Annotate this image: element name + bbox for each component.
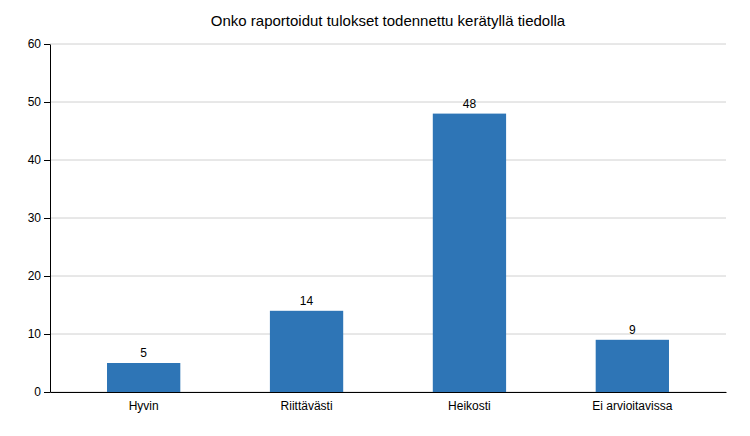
grid-line (50, 160, 726, 161)
y-tick-mark (44, 218, 50, 219)
title: Onko raportoidut tulokset todennettu ker… (211, 12, 566, 29)
grid-line (50, 276, 726, 277)
y-tick: 20 (28, 269, 50, 283)
data-label: 14 (300, 294, 314, 308)
grid-line (50, 44, 726, 45)
y-tick: 50 (28, 95, 50, 109)
y-tick-label: 40 (28, 153, 42, 167)
y-tick: 0 (34, 385, 50, 399)
bar (107, 363, 180, 392)
y-tick-label: 60 (28, 37, 42, 51)
y-tick: 10 (28, 327, 50, 341)
grid-line (50, 218, 726, 219)
y-tick-mark (44, 334, 50, 335)
y-tick-mark (44, 102, 50, 103)
x-tick: Riittävästi (281, 399, 333, 413)
bar (433, 114, 506, 392)
x-axis-line (51, 392, 727, 393)
data-label: 48 (463, 97, 477, 111)
y-tick: 40 (28, 153, 50, 167)
y-tick-label: 20 (28, 269, 42, 283)
y-tick-label: 10 (28, 327, 42, 341)
data-label: 5 (140, 346, 147, 360)
plot: 0 10 20 30 40 50 60 Hyvin Riittävästi Heikosti Ei … (28, 37, 727, 412)
y-tick-mark (44, 392, 50, 393)
y-tick-mark (44, 44, 50, 45)
bar (596, 340, 669, 392)
y-tick: 30 (28, 211, 50, 225)
x-tick-label: Ei arvioitavissa (592, 399, 672, 413)
y-tick-mark (44, 160, 50, 161)
y-tick-label: 0 (34, 385, 41, 399)
x-tick: Heikosti (448, 399, 491, 413)
x-axis: Hyvin Riittävästi Heikosti Ei arvioitavissa (51, 393, 727, 413)
x-tick: Hyvin (129, 399, 159, 413)
bars (107, 114, 669, 392)
y-tick-label: 50 (28, 95, 42, 109)
grid (50, 44, 726, 392)
data-label: 9 (629, 323, 636, 337)
y-tick-label: 30 (28, 211, 42, 225)
y-axis-line (50, 45, 51, 393)
x-tick-label: Hyvin (129, 399, 159, 413)
chart: 0 10 20 30 40 50 60 Hyvin Riittävästi Heikosti Ei … (0, 0, 750, 436)
y-axis: 0 10 20 30 40 50 60 (28, 37, 51, 399)
data-labels: 5 14 48 9 (140, 97, 636, 360)
x-tick-label: Riittävästi (281, 399, 333, 413)
x-tick: Ei arvioitavissa (592, 399, 672, 413)
x-tick-label: Heikosti (448, 399, 491, 413)
y-tick: 60 (28, 37, 50, 51)
grid-line (50, 102, 726, 103)
background (0, 0, 750, 436)
bar (270, 311, 343, 392)
grid-line (50, 334, 726, 335)
y-tick-mark (44, 276, 50, 277)
